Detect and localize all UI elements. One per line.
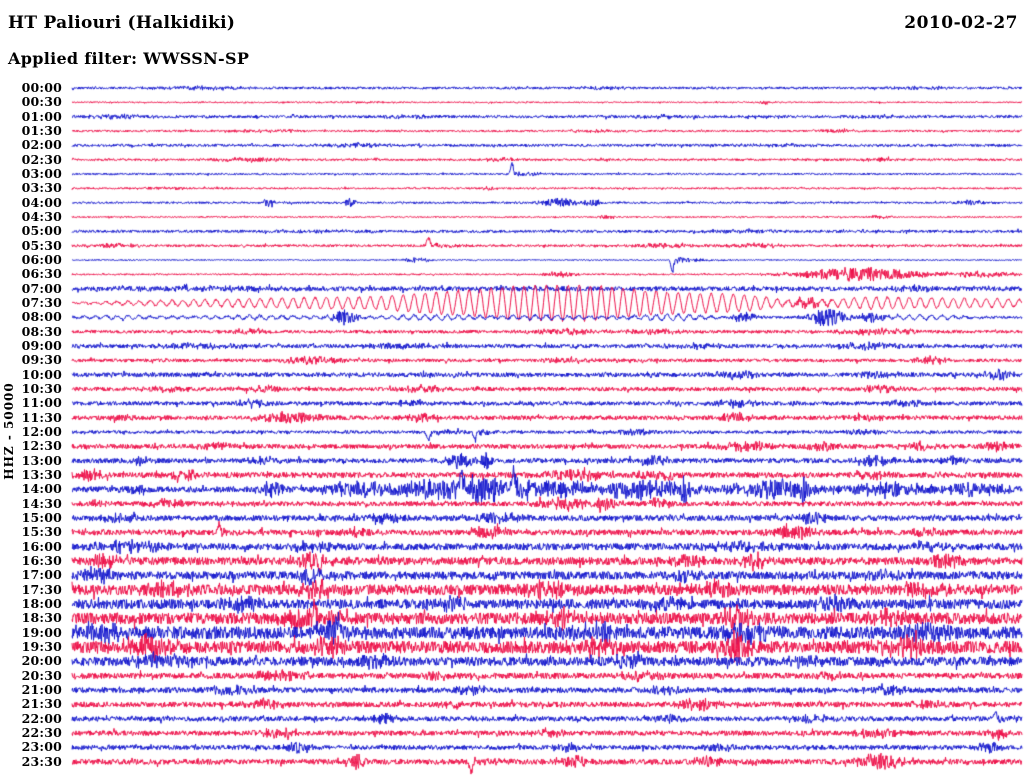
trace-time-label: 09:00 bbox=[21, 338, 62, 354]
trace-time-label: 20:30 bbox=[21, 667, 62, 683]
trace-time-label: 02:00 bbox=[21, 137, 62, 153]
trace-time-label: 10:00 bbox=[21, 366, 62, 382]
record-date: 2010-02-27 bbox=[904, 13, 1018, 33]
trace-time-label: 11:30 bbox=[21, 409, 62, 425]
trace-time-label: 15:00 bbox=[21, 510, 62, 526]
trace-time-label: 21:00 bbox=[21, 682, 62, 698]
trace-time-label: 15:30 bbox=[21, 524, 62, 540]
trace-time-label: 22:00 bbox=[21, 710, 62, 726]
trace-time-label: 16:30 bbox=[21, 553, 62, 569]
trace-time-label: 23:30 bbox=[21, 753, 62, 769]
trace-time-label: 16:00 bbox=[21, 538, 62, 554]
trace-time-label: 12:30 bbox=[21, 438, 62, 454]
trace-time-label: 17:30 bbox=[21, 581, 62, 597]
trace-time-label: 00:00 bbox=[21, 80, 62, 95]
trace-time-label: 23:00 bbox=[21, 739, 62, 755]
trace-time-label: 18:00 bbox=[21, 596, 62, 612]
trace-time-label: 08:00 bbox=[21, 309, 62, 325]
trace-time-label: 14:30 bbox=[21, 495, 62, 511]
trace-time-label: 02:30 bbox=[21, 151, 62, 167]
time-labels: 00:00 00:30 01:00 01:30 02:00 02:30 03:00 03:30… bbox=[0, 0, 64, 780]
trace-time-label: 09:30 bbox=[21, 352, 62, 368]
trace-time-label: 10:30 bbox=[21, 381, 62, 397]
station-title: HT Paliouri (Halkidiki) bbox=[8, 13, 236, 33]
trace-time-label: 17:00 bbox=[21, 567, 62, 583]
trace-time-label: 19:00 bbox=[21, 624, 62, 640]
trace-time-label: 11:00 bbox=[21, 395, 62, 411]
trace-time-label: 13:30 bbox=[21, 467, 62, 483]
filter-label: Applied filter: WWSSN-SP bbox=[8, 49, 250, 68]
trace-time-label: 07:30 bbox=[21, 295, 62, 311]
trace-time-label: 14:00 bbox=[21, 481, 62, 497]
trace-time-label: 19:30 bbox=[21, 639, 62, 655]
trace-time-label: 01:00 bbox=[21, 108, 62, 124]
trace-time-label: 05:00 bbox=[21, 223, 62, 239]
trace-time-label: 04:30 bbox=[21, 209, 62, 225]
trace-time-label: 12:00 bbox=[21, 424, 62, 440]
trace-time-label: 20:00 bbox=[21, 653, 62, 669]
trace-time-label: 01:30 bbox=[21, 123, 62, 138]
trace-time-label: 18:30 bbox=[21, 610, 62, 626]
trace-time-label: 08:30 bbox=[21, 323, 62, 339]
trace-time-label: 04:00 bbox=[21, 194, 62, 210]
trace-time-label: 00:30 bbox=[21, 94, 62, 110]
trace-time-label: 05:30 bbox=[21, 237, 62, 253]
trace-time-label: 13:00 bbox=[21, 452, 62, 468]
trace-time-label: 22:30 bbox=[21, 725, 62, 741]
trace-time-label: 21:30 bbox=[21, 696, 62, 712]
trace-time-label: 06:30 bbox=[21, 266, 62, 282]
trace-time-label: 03:30 bbox=[21, 180, 62, 196]
trace-time-label: 03:00 bbox=[21, 166, 62, 182]
trace-time-label: 07:00 bbox=[21, 280, 62, 296]
trace-time-label: 06:00 bbox=[21, 252, 62, 268]
